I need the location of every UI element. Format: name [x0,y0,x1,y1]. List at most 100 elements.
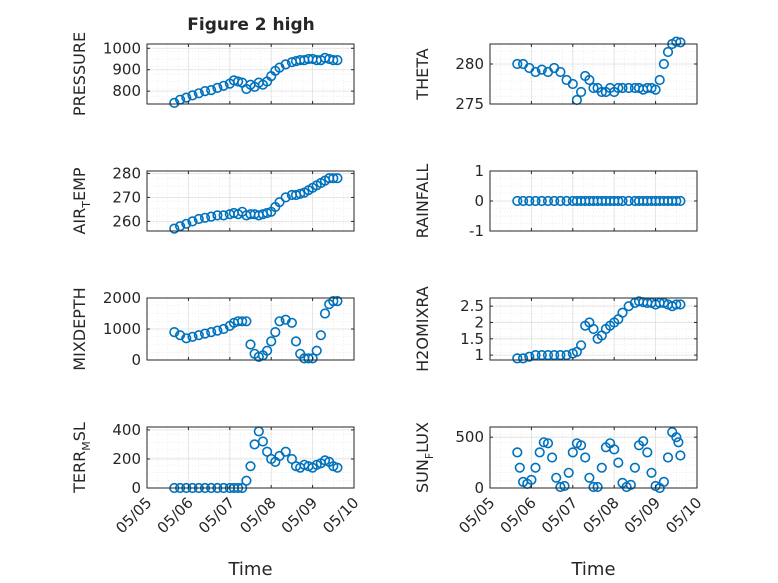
data-point [662,46,674,58]
data-point [658,58,670,70]
y-axis-label: THETA [413,48,432,100]
data-point [181,333,192,344]
y-tick-label: 1000 [103,39,141,57]
data-point [274,197,285,208]
x-axis-label: Time [227,559,272,580]
x-tick-label: 05/08 [236,494,279,537]
data-point [625,479,636,491]
data-point [675,37,686,48]
data-point [534,447,545,458]
data-point [512,447,523,458]
y-axis-label: AIRTEMP [70,167,93,234]
data-point [241,316,252,327]
data-point [175,330,186,341]
y-axis-label: PRESSURE [70,32,89,116]
y-tick-label: 1 [474,346,484,364]
data-point [658,476,670,488]
data-point [295,188,306,199]
y-tick-label: 270 [112,188,141,206]
y-tick-label: 0 [474,192,484,210]
data-point [675,450,686,461]
data-point [646,467,657,478]
x-tick-label: 05/08 [579,494,622,537]
x-tick-label: 05/05 [112,494,155,537]
data-point [262,345,273,356]
data-point [575,86,587,98]
data-point [654,74,665,86]
axes-box [489,426,698,489]
data-point [512,58,523,70]
y-tick-label: 200 [112,450,141,468]
data-point [650,84,661,95]
x-tick-label: 05/10 [662,494,705,537]
data-point [613,82,624,94]
data-point [671,195,682,207]
y-axis-label: H2OMIXRA [413,286,432,372]
data-point [551,472,562,483]
subplot-2: 275 280 THETA [413,36,698,113]
data-point [592,481,603,493]
data-point [199,85,211,97]
x-tick-label: 05/07 [538,494,581,537]
data-point [538,437,549,448]
x-axis-label: Time [570,559,615,580]
data-point [555,481,566,493]
data-point [549,350,560,361]
data-point [609,444,620,455]
data-point [218,210,229,221]
data-point [187,90,198,101]
data-point [584,472,595,483]
figure-title: Figure 2 high [187,15,315,35]
data-point [206,211,217,222]
data-point [218,80,229,91]
data-point [517,195,529,207]
data-point [290,336,302,347]
data-point [328,54,339,66]
axes-box [489,43,698,105]
data-point [332,462,343,473]
data-point [241,475,252,486]
data-point [524,351,535,362]
data-point [280,59,291,70]
subplot-1: 800 900 1000 PRESSURE [70,32,355,116]
data-point [193,330,204,341]
y-axis-label: TERRMSL [70,422,93,494]
data-point [181,92,192,103]
data-point [526,474,537,486]
data-point [530,350,541,361]
data-point [517,353,529,364]
axes-box [146,426,355,489]
data-point [536,350,547,361]
x-tick-label: 05/06 [497,494,540,537]
data-point [206,327,217,338]
y-tick-label: 2000 [103,289,141,307]
subplot-3: 260 270 280 AIRTEMP [70,164,355,235]
x-tick-label: 05/09 [621,494,664,537]
data-point [555,350,566,361]
data-point [561,350,572,361]
data-point [575,340,587,351]
data-point [588,82,599,94]
data-point [280,446,291,457]
data-point [280,314,291,325]
data-point [169,97,180,108]
data-point [512,353,523,364]
y-tick-label: 2 [474,313,484,331]
data-point [245,339,256,350]
data-point [613,195,624,207]
y-axis-label: SUNFLUX [413,422,436,493]
data-point [193,88,204,99]
data-point [575,440,587,451]
y-tick-label: 0 [131,351,141,369]
data-point [596,86,607,98]
y-tick-label: 0 [131,479,141,497]
axes-box [146,43,355,105]
data-point [542,350,554,361]
y-tick-label: 2.5 [460,297,484,315]
data-point [206,84,217,96]
data-point [212,82,223,93]
y-axis-label: MIXDEPTH [70,287,89,370]
subplot-4: -1 0 1 RAINFALL [413,162,698,240]
data-point [675,299,686,310]
